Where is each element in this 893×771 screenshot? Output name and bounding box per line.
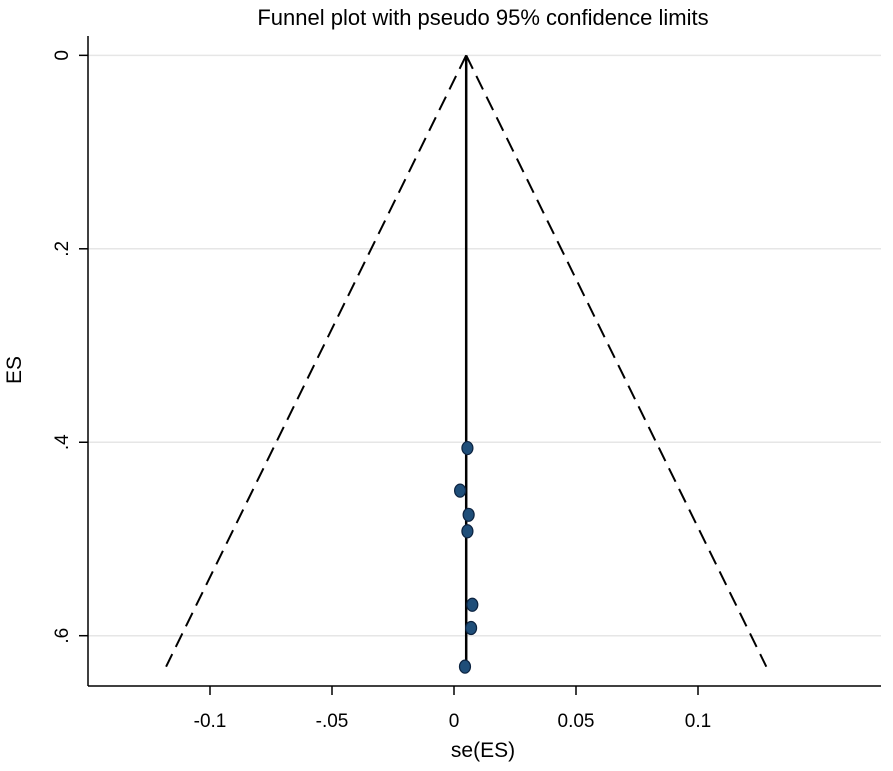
left-confidence-limit: [165, 54, 468, 668]
data-point-3: [461, 524, 474, 539]
data-point-5: [464, 620, 478, 636]
grid-lines: [88, 54, 881, 637]
right-confidence-limit: [465, 54, 768, 668]
y-axis-title: ES: [3, 356, 26, 384]
y-tick-label-3: .6: [52, 628, 73, 644]
data-point-6: [458, 659, 472, 674]
y-tick-label-0: 0: [52, 50, 73, 61]
data-points: [454, 440, 479, 674]
x-tick-label-1: -.05: [316, 711, 349, 732]
confidence-limits: [165, 54, 768, 671]
x-tick-label-3: 0.05: [558, 711, 595, 732]
y-tick-label-1: .2: [52, 241, 73, 257]
x-tick-label-4: 0.1: [685, 711, 711, 732]
x-tick-label-0: -0.1: [194, 711, 227, 732]
x-axis-title: se(ES): [451, 739, 515, 762]
y-tick-label-2: .4: [52, 434, 73, 450]
chart-title: Funnel plot with pseudo 95% confidence l…: [257, 5, 708, 30]
data-point-2: [462, 507, 475, 522]
data-point-1: [454, 483, 467, 498]
axes: 0 .2 .4 .6 -0.1 -.05 0 0.05 0.1: [52, 36, 881, 732]
x-tick-label-2: 0: [449, 711, 460, 732]
data-point-0: [461, 440, 474, 456]
data-point-4: [466, 597, 479, 612]
